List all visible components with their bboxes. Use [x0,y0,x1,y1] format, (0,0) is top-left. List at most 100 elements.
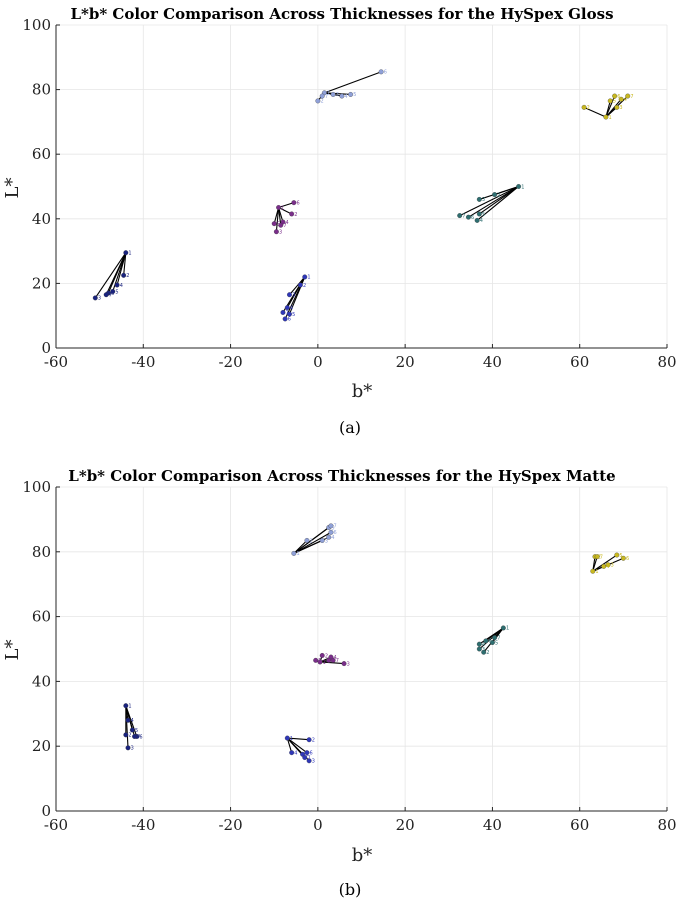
x-tick-label: 20 [396,353,415,371]
data-point [594,554,600,560]
data-point [297,282,303,288]
data-point [330,91,336,97]
chart-panel-gloss: L*b* Color Comparison Across Thicknesses… [2,5,677,437]
point-label: 4 [331,535,334,541]
chart-panel-matte: L*b* Color Comparison Across Thicknesses… [2,467,677,899]
point-label: 7 [336,658,339,664]
data-point [328,523,334,529]
data-point [319,653,325,658]
point-label: 4 [120,283,123,289]
connector-line [123,252,127,276]
data-point [483,638,489,644]
connector-line [479,185,519,200]
plot-area: 1234567123456712345671234567123456712345… [123,523,629,765]
point-label: 3 [482,647,485,653]
point-label: 7 [630,94,633,100]
data-point [516,184,522,189]
data-point [284,305,290,311]
data-point [313,657,319,663]
data-point [378,69,384,75]
data-point [612,93,618,99]
point-label: 7 [334,524,337,530]
point-label: 5 [482,212,485,218]
point-label: 5 [318,658,321,664]
data-point [620,555,626,561]
point-label: 5 [495,640,498,646]
y-tick-label: 40 [32,672,51,690]
data-point [319,538,325,543]
point-label: 5 [135,728,138,734]
point-label: 5 [353,92,356,98]
data-point [291,550,297,556]
point-label: 7 [286,310,289,316]
connector-line [324,71,382,94]
y-axis-label: L* [2,640,23,661]
point-label: 6 [384,70,387,76]
point-label: 2 [325,653,328,659]
point-label: 3 [312,759,315,765]
data-point [317,659,323,665]
point-label: 6 [488,639,491,645]
point-label: 2 [497,192,500,198]
data-point [132,734,138,739]
data-point [500,625,506,631]
point-label: 1 [307,275,310,281]
data-point [291,200,297,206]
point-label: 6 [139,734,142,740]
data-point [326,534,332,540]
point-label: 4 [482,642,485,648]
point-label: 3 [131,746,134,752]
data-point [590,568,596,574]
grid [55,486,668,812]
axes: -60 -40 -20 0 20 40 60 80 0 20 40 60 80 100 [22,16,676,371]
point-label: 1 [128,704,131,710]
data-point [315,98,321,104]
data-point [121,272,127,278]
point-label: 4 [480,218,483,224]
point-label: 3 [279,230,282,236]
data-point [465,214,471,220]
y-tick-label: 100 [22,478,51,496]
caption-b: (b) [339,880,362,899]
x-tick-label: -20 [218,816,242,834]
y-tick-label: 0 [41,802,51,820]
y-tick-label: 100 [22,16,51,34]
point-label: 7 [307,755,310,761]
data-point [614,104,620,110]
chart-title: L*b* Color Comparison Across Thicknesses… [70,5,613,23]
data-point [581,104,587,110]
x-axis-label: b* [352,845,373,866]
data-point [92,295,98,301]
connector-line [605,95,616,118]
connector-line [287,737,310,741]
point-label: 5 [292,312,295,318]
point-label: 1 [327,91,330,97]
point-label: 3 [292,293,295,299]
connector-line [125,705,129,748]
point-label: 4 [131,718,134,724]
data-point [110,289,116,294]
x-tick-label: -40 [131,353,155,371]
point-label: 4 [624,97,627,103]
point-label: 5 [115,289,118,295]
point-label: 5 [619,553,622,559]
point-label: 4 [334,655,337,661]
data-point [129,727,135,733]
point-label: 4 [290,305,293,311]
connector-line [592,554,618,572]
point-label: 4 [294,750,297,756]
connector-line [286,737,308,754]
data-point [304,538,310,543]
connector-line [275,207,280,232]
point-label: 7 [497,635,500,641]
point-label: 2 [303,283,306,289]
point-label: 3 [619,105,622,111]
x-tick-label: 0 [313,816,323,834]
data-point [481,649,487,655]
point-label: 3 [482,197,485,203]
connector-line [592,556,598,572]
